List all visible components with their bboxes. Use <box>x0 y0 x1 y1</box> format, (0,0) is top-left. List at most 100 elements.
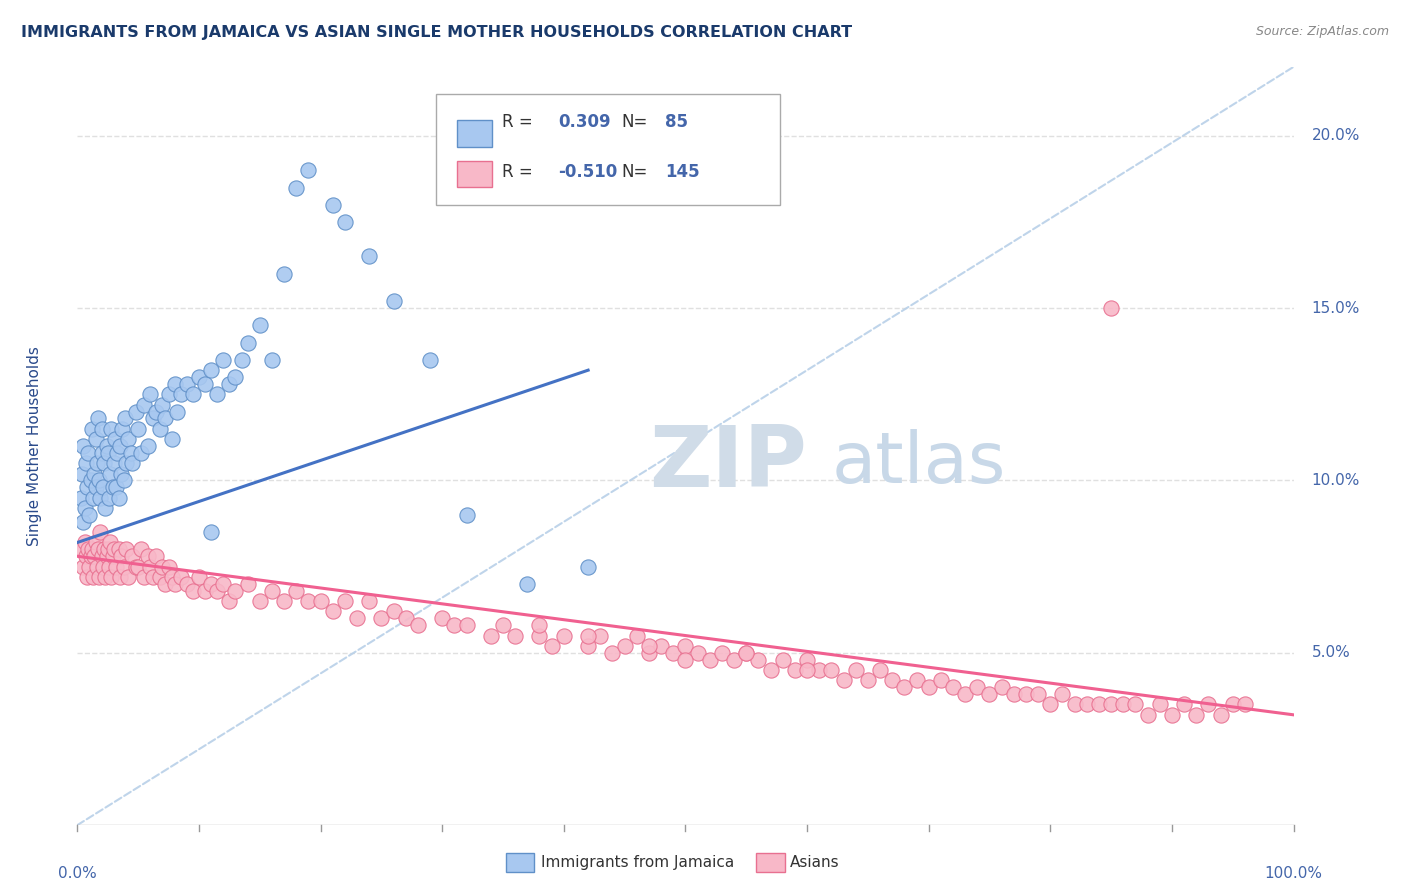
Point <box>166 404 188 418</box>
Point <box>115 542 138 557</box>
Point <box>117 570 139 584</box>
Point <box>125 404 148 418</box>
Point <box>176 577 198 591</box>
Point <box>638 646 661 660</box>
Point <box>139 559 162 574</box>
Point <box>333 594 356 608</box>
Point <box>101 480 124 494</box>
Point <box>675 639 697 653</box>
Point <box>249 318 271 333</box>
Point <box>111 422 134 436</box>
Point <box>153 577 176 591</box>
Point <box>80 542 103 557</box>
Point <box>832 673 855 688</box>
Point <box>84 535 107 549</box>
Point <box>236 577 259 591</box>
Point <box>157 559 180 574</box>
Point <box>723 653 745 667</box>
Point <box>322 604 344 618</box>
Point <box>1149 698 1171 712</box>
Point <box>127 559 149 574</box>
Point <box>638 639 661 653</box>
Point <box>110 549 132 564</box>
Point <box>942 680 965 694</box>
Point <box>72 439 94 453</box>
Point <box>212 352 235 367</box>
Point <box>1015 687 1038 701</box>
Point <box>136 439 159 453</box>
Point <box>112 559 135 574</box>
Point <box>759 663 782 677</box>
Point <box>540 639 562 653</box>
Point <box>77 542 100 557</box>
Point <box>200 363 222 377</box>
Point <box>157 387 180 401</box>
Point <box>104 432 127 446</box>
Text: Immigrants from Jamaica: Immigrants from Jamaica <box>541 855 734 870</box>
Point <box>80 474 103 488</box>
Point <box>297 594 319 608</box>
Point <box>224 370 246 384</box>
Point <box>979 687 1001 701</box>
Point <box>1002 687 1025 701</box>
Point <box>87 542 110 557</box>
Point <box>153 411 176 425</box>
Point <box>212 577 235 591</box>
Point <box>100 570 122 584</box>
Point <box>194 583 217 598</box>
Point <box>91 480 114 494</box>
Point <box>121 456 143 470</box>
Point <box>905 673 928 688</box>
Point <box>76 480 98 494</box>
Point <box>419 352 441 367</box>
Point <box>107 542 129 557</box>
Point <box>107 446 129 460</box>
Point <box>129 542 152 557</box>
Point <box>613 639 636 653</box>
Point <box>406 618 429 632</box>
Point <box>1197 698 1219 712</box>
Point <box>820 663 842 677</box>
Point <box>114 411 136 425</box>
Point <box>84 432 107 446</box>
Point <box>76 570 98 584</box>
Point <box>93 456 115 470</box>
Point <box>260 352 283 367</box>
Point <box>120 446 142 460</box>
Point <box>699 653 721 667</box>
Point <box>503 628 526 642</box>
Point <box>136 549 159 564</box>
Text: 0.0%: 0.0% <box>58 866 97 881</box>
Point <box>443 618 465 632</box>
Point <box>529 618 551 632</box>
Point <box>260 583 283 598</box>
Point <box>747 653 769 667</box>
Text: N=: N= <box>621 113 648 131</box>
Point <box>97 491 120 505</box>
Point <box>121 549 143 564</box>
Point <box>1052 687 1074 701</box>
Point <box>80 422 103 436</box>
Text: 15.0%: 15.0% <box>1312 301 1360 316</box>
Point <box>529 628 551 642</box>
Text: 10.0%: 10.0% <box>1312 473 1360 488</box>
Point <box>97 446 120 460</box>
Point <box>1209 707 1232 722</box>
Point <box>181 583 204 598</box>
Point <box>163 577 186 591</box>
Point <box>309 594 332 608</box>
Point <box>125 559 148 574</box>
Point <box>70 467 93 481</box>
Point <box>139 387 162 401</box>
Point <box>100 422 122 436</box>
Point <box>90 549 112 564</box>
Point <box>160 570 183 584</box>
Text: Asians: Asians <box>790 855 839 870</box>
Point <box>273 594 295 608</box>
Point <box>395 611 418 625</box>
Point <box>953 687 976 701</box>
Point <box>370 611 392 625</box>
Point <box>134 570 156 584</box>
Point <box>77 446 100 460</box>
Point <box>98 535 121 549</box>
